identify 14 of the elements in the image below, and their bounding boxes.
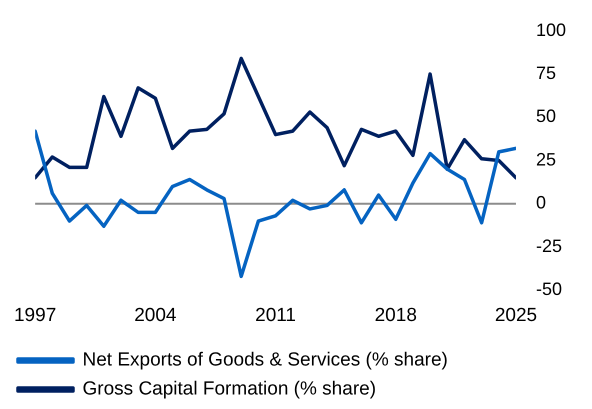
legend-label: Gross Capital Formation (% share) — [82, 378, 376, 400]
x-tick-label: 2011 — [255, 304, 296, 326]
x-tick-label: 2004 — [134, 304, 177, 326]
x-tick-label: 2025 — [494, 304, 538, 326]
y-tick-label: 75 — [536, 63, 556, 83]
y-tick-label: 25 — [536, 149, 556, 170]
x-tick-label: 1997 — [14, 304, 56, 326]
y-tick-label: -50 — [536, 279, 562, 300]
y-tick-label: 0 — [536, 192, 546, 213]
legend-label: Net Exports of Goods & Services (% share) — [82, 350, 448, 371]
y-tick-label: 50 — [536, 106, 556, 126]
y-tick-label: 100 — [536, 20, 566, 40]
x-tick-label: 2018 — [374, 304, 417, 326]
y-tick-label: -25 — [536, 236, 562, 256]
